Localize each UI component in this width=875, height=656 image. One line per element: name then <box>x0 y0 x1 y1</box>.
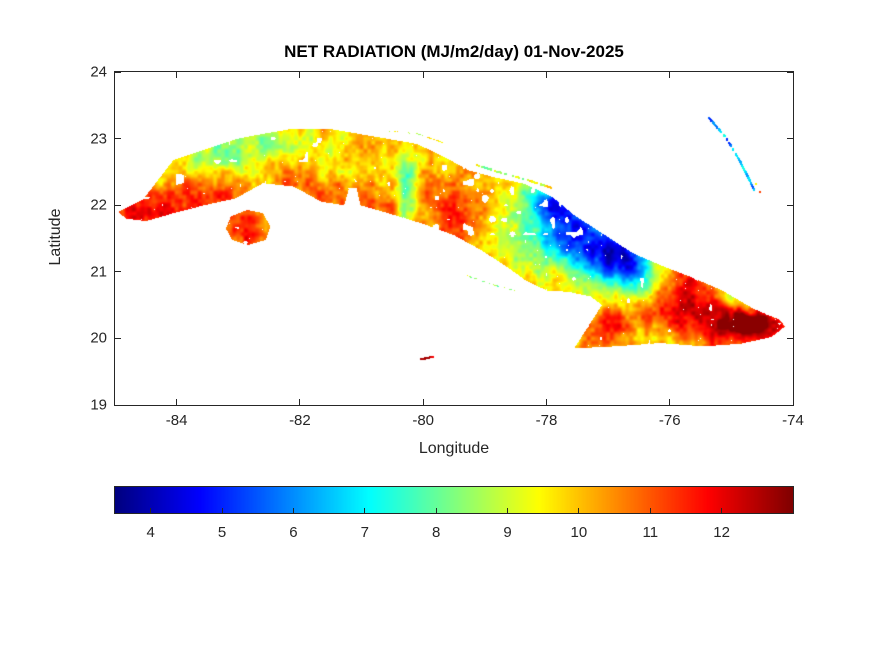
y-tick-mark <box>115 138 121 140</box>
x-tick-label: -82 <box>289 412 311 429</box>
y-tick-label: 20 <box>90 329 107 347</box>
colorbar-tick-label: 10 <box>570 524 588 541</box>
y-tick-label: 22 <box>90 196 107 214</box>
y-tick-mark <box>115 404 121 406</box>
y-tick-mark-right <box>787 71 793 73</box>
x-tick-label: -84 <box>165 412 188 429</box>
x-tick-mark-top <box>299 72 301 78</box>
y-tick-label: 21 <box>90 263 107 281</box>
x-tick-mark-top <box>545 72 547 78</box>
x-tick-label: -78 <box>535 412 558 429</box>
x-tick-mark <box>545 399 547 405</box>
plot-area <box>114 71 794 406</box>
colorbar-tick-label: 9 <box>503 524 512 541</box>
x-tick-mark-top <box>176 72 178 78</box>
colorbar-tick-label: 4 <box>146 524 155 541</box>
colorbar-tick-mark <box>435 508 437 513</box>
y-tick-mark <box>115 337 121 339</box>
colorbar-tick-mark <box>150 508 152 513</box>
y-tick-label: 23 <box>90 130 107 148</box>
x-tick-mark <box>669 399 671 405</box>
colorbar <box>114 486 794 514</box>
y-tick-label: 19 <box>90 396 107 414</box>
y-tick-mark-right <box>787 337 793 339</box>
y-tick-mark-right <box>787 138 793 140</box>
colorbar-tick-mark <box>649 508 651 513</box>
colorbar-tick-mark <box>721 508 723 513</box>
colorbar-tick-mark <box>221 508 223 513</box>
y-tick-mark-right <box>787 404 793 406</box>
chart-title: NET RADIATION (MJ/m2/day) 01-Nov-2025 <box>284 42 624 61</box>
colorbar-tick-mark <box>507 508 509 513</box>
x-tick-label: -74 <box>782 412 804 429</box>
x-axis-label: Longitude <box>418 440 490 457</box>
x-tick-label: -76 <box>658 412 681 429</box>
x-tick-mark <box>299 399 301 405</box>
colorbar-tick-label: 6 <box>289 524 298 541</box>
colorbar-tick-mark <box>292 508 294 513</box>
y-tick-mark-right <box>787 271 793 273</box>
x-tick-mark <box>422 399 424 405</box>
x-tick-mark-top <box>669 72 671 78</box>
colorbar-tick-label: 7 <box>360 524 369 541</box>
colorbar-tick-mark <box>578 508 580 513</box>
colorbar-tick-label: 5 <box>217 524 227 541</box>
colorbar-tick-label: 12 <box>713 524 730 541</box>
colorbar-tick-mark <box>364 508 366 513</box>
colorbar-tick-label: 8 <box>431 524 441 541</box>
y-tick-label: 24 <box>90 63 107 81</box>
x-tick-mark <box>792 399 794 405</box>
x-tick-mark-top <box>792 72 794 78</box>
x-tick-mark <box>176 399 178 405</box>
heatmap-canvas <box>115 72 793 405</box>
y-tick-mark <box>115 271 121 273</box>
colorbar-gradient-canvas <box>115 487 793 513</box>
x-tick-label: -80 <box>412 412 435 429</box>
colorbar-tick-label: 11 <box>642 524 659 541</box>
y-axis-label: Latitude <box>47 208 64 266</box>
y-tick-mark-right <box>787 204 793 206</box>
y-tick-mark <box>115 71 121 73</box>
x-tick-mark-top <box>422 72 424 78</box>
y-tick-mark <box>115 204 121 206</box>
